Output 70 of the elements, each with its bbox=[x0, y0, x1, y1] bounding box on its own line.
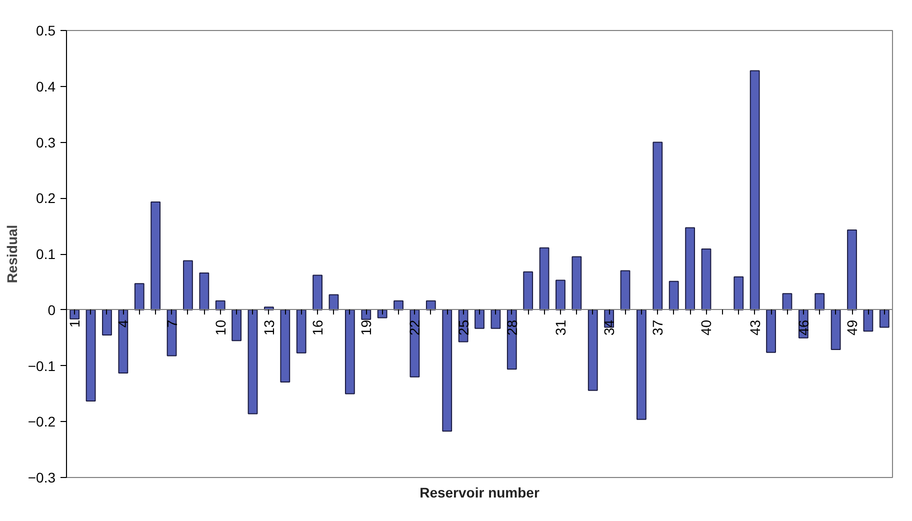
bar bbox=[280, 309, 290, 382]
y-tick-label: −0.1 bbox=[28, 358, 56, 374]
x-tick-label: 22 bbox=[406, 320, 423, 336]
x-tick-label: 16 bbox=[310, 320, 326, 336]
bar bbox=[490, 309, 501, 329]
x-tick-label: 46 bbox=[795, 320, 812, 336]
bar bbox=[863, 309, 874, 332]
x-tick-label: 43 bbox=[746, 320, 763, 336]
bar bbox=[215, 300, 226, 310]
bar bbox=[199, 272, 210, 310]
x-tick-label: 7 bbox=[164, 320, 180, 328]
y-tick-label: 0.5 bbox=[36, 22, 56, 38]
bar bbox=[523, 271, 534, 310]
bar bbox=[668, 280, 679, 310]
bar bbox=[620, 270, 630, 310]
bar bbox=[118, 309, 128, 374]
y-tick-label: 0.2 bbox=[36, 190, 56, 206]
bar bbox=[830, 309, 841, 350]
bar bbox=[814, 293, 825, 310]
x-tick-label: 13 bbox=[260, 320, 277, 336]
y-tick-label: −0.2 bbox=[28, 414, 56, 430]
bar bbox=[248, 309, 258, 414]
x-tick-label: 28 bbox=[504, 320, 520, 336]
x-tick-label: 1 bbox=[66, 320, 83, 328]
bar bbox=[782, 293, 792, 310]
bar bbox=[394, 300, 404, 310]
bar bbox=[232, 309, 242, 342]
bar bbox=[86, 309, 96, 402]
x-tick-label: 49 bbox=[844, 320, 860, 336]
y-tick-label: 0.1 bbox=[36, 246, 56, 262]
y-axis-title: Residual bbox=[4, 224, 20, 284]
bar bbox=[296, 309, 306, 354]
bar bbox=[750, 70, 760, 310]
x-tick-label: 25 bbox=[455, 320, 472, 336]
bar bbox=[442, 309, 452, 432]
x-tick-label: 34 bbox=[601, 320, 618, 336]
bar bbox=[474, 309, 484, 329]
bar bbox=[312, 274, 322, 310]
bar bbox=[685, 227, 696, 310]
bar bbox=[70, 309, 80, 320]
bar bbox=[344, 309, 355, 394]
bar bbox=[426, 300, 436, 310]
x-tick-label: 37 bbox=[650, 320, 666, 336]
y-tick-label: 0.3 bbox=[36, 134, 56, 150]
bar bbox=[134, 283, 144, 310]
x-tick-label: 31 bbox=[552, 320, 568, 336]
x-tick-label: 40 bbox=[698, 320, 714, 336]
bar bbox=[701, 248, 712, 310]
bar bbox=[636, 309, 646, 420]
y-tick-label: −0.3 bbox=[28, 470, 56, 486]
bar bbox=[183, 260, 193, 310]
bar bbox=[572, 256, 582, 310]
x-tick-label: 10 bbox=[212, 320, 228, 336]
bar bbox=[539, 247, 550, 310]
bar bbox=[588, 309, 598, 391]
x-tick-label: 19 bbox=[358, 320, 374, 336]
y-tick-label: 0 bbox=[48, 302, 56, 318]
bar bbox=[361, 309, 372, 320]
bar bbox=[652, 142, 663, 310]
bar bbox=[102, 309, 112, 336]
bar bbox=[328, 294, 339, 310]
bar bbox=[766, 309, 776, 353]
bar bbox=[879, 309, 890, 328]
bar bbox=[556, 280, 566, 310]
bar bbox=[150, 202, 161, 310]
x-axis-title: Reservoir number bbox=[420, 484, 540, 500]
x-tick-label: 4 bbox=[115, 320, 132, 328]
y-tick-label: 0.4 bbox=[36, 78, 56, 94]
bar bbox=[734, 276, 744, 310]
bar bbox=[847, 229, 857, 310]
